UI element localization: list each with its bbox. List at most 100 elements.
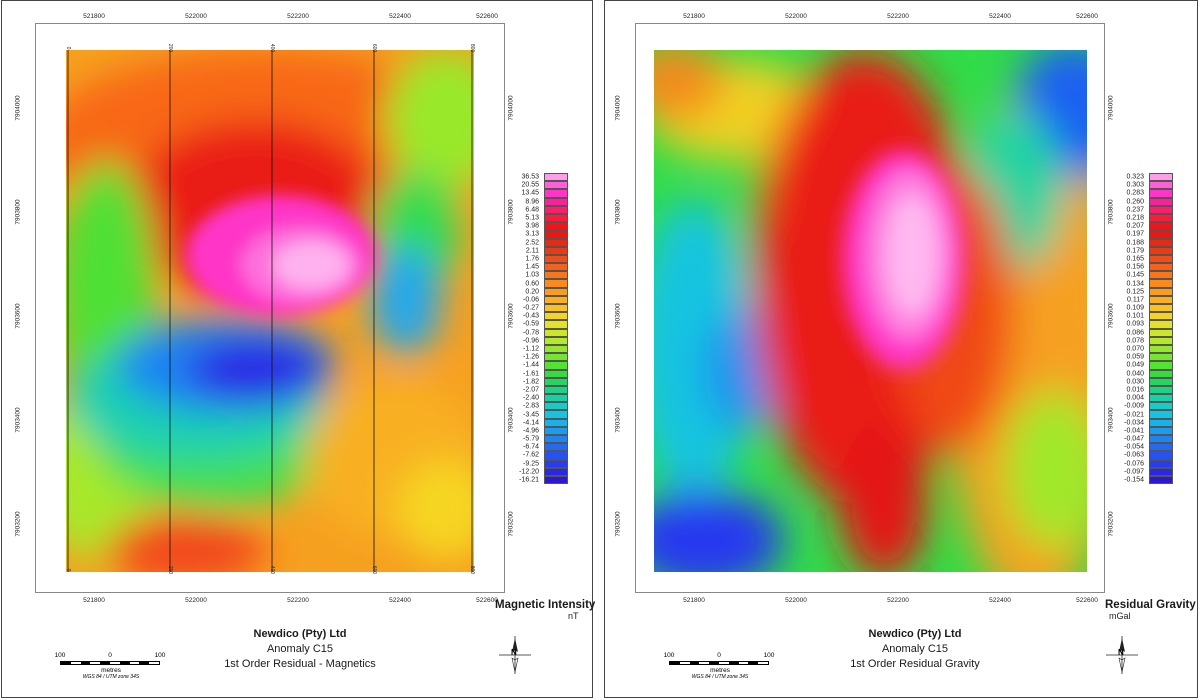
legend-swatch: -0.034 xyxy=(1124,418,1173,427)
y-tick-left: 7903400 xyxy=(14,407,22,433)
legend-title: Magnetic Intensity xyxy=(495,599,596,611)
product-name: 1st Order Residual Gravity xyxy=(850,658,980,670)
legend-swatch: 0.237 xyxy=(1126,205,1173,214)
legend-value: -0.041 xyxy=(1124,427,1144,435)
legend-swatch: -2.07 xyxy=(523,385,568,395)
legend-value: 0.109 xyxy=(1126,304,1144,312)
legend-swatch: -1.61 xyxy=(523,369,568,378)
legend-value: -0.43 xyxy=(523,312,539,320)
legend-value: -0.96 xyxy=(523,337,539,345)
scale-label: 0 xyxy=(717,652,721,659)
line-label: 600 xyxy=(371,43,377,53)
title-block: Newdico (Pty) Ltd Anomaly C15 1st Order … xyxy=(795,628,1035,673)
legend-swatch: 0.109 xyxy=(1126,304,1173,313)
legend-swatch: 1.45 xyxy=(525,263,568,272)
legend-swatch: 0.260 xyxy=(1126,197,1173,206)
scale-label: 100 xyxy=(54,652,66,659)
y-tick-right: 7903400 xyxy=(1107,407,1115,433)
legend-swatch: -4.96 xyxy=(523,426,568,435)
y-tick-left: 7903600 xyxy=(14,303,22,329)
legend-swatch: -0.154 xyxy=(1124,475,1173,485)
gravity-grid-svg xyxy=(654,50,1087,572)
legend-swatch: -0.43 xyxy=(523,312,568,321)
x-tick-bottom: 521800 xyxy=(683,597,705,604)
legend-value: -3.45 xyxy=(523,411,539,419)
legend-swatch: -1.12 xyxy=(523,344,568,354)
legend-swatch: 0.283 xyxy=(1126,189,1173,198)
y-tick-right: 7903600 xyxy=(507,303,515,329)
legend-swatch: 0.145 xyxy=(1126,271,1173,280)
legend-value: 3.98 xyxy=(525,222,539,230)
x-tick-top: 522000 xyxy=(185,13,207,20)
legend-swatch: 0.207 xyxy=(1126,222,1173,231)
y-tick-right: 7903200 xyxy=(1107,511,1115,537)
legend-swatch: 0.20 xyxy=(525,287,568,296)
legend-swatch: 36.53 xyxy=(521,173,568,182)
legend-value: 0.20 xyxy=(525,288,539,296)
line-label: 0 xyxy=(65,568,71,572)
x-tick-bottom: 522600 xyxy=(1076,597,1098,604)
legend-swatch: -0.063 xyxy=(1124,451,1173,460)
legend-swatch: 0.070 xyxy=(1126,344,1173,354)
line-label: 600 xyxy=(371,565,377,575)
x-tick-bottom: 522000 xyxy=(185,597,207,604)
line-label: 800 xyxy=(469,565,475,575)
legend-value: -5.79 xyxy=(523,435,539,443)
x-tick-bottom: 522400 xyxy=(389,597,411,604)
legend-swatch: 3.13 xyxy=(525,230,568,239)
legend-swatch: -3.45 xyxy=(523,410,568,419)
legend-swatch: 0.040 xyxy=(1126,369,1173,378)
y-tick-right: 7903400 xyxy=(507,407,515,433)
legend-swatch: -0.041 xyxy=(1124,426,1173,435)
legend-swatch: 0.125 xyxy=(1126,287,1173,296)
x-tick-top: 522200 xyxy=(887,13,909,20)
legend-swatch: 2.11 xyxy=(526,246,568,255)
projection-label: WGS 84 / UTM zone 34S xyxy=(82,674,140,680)
legend-swatch: -0.021 xyxy=(1124,410,1173,419)
legend-value: -9.25 xyxy=(523,460,539,468)
legend-swatch: -1.82 xyxy=(523,377,568,386)
legend-value: 2.52 xyxy=(525,239,539,247)
legend-value: -1.26 xyxy=(523,353,539,361)
legend-swatch: 0.016 xyxy=(1126,385,1173,395)
y-tick-right: 7904000 xyxy=(1107,95,1115,121)
legend-value: 0.040 xyxy=(1126,370,1144,378)
legend-swatch: 0.049 xyxy=(1126,361,1173,370)
legend-value: 0.059 xyxy=(1126,353,1144,361)
legend-value: -1.82 xyxy=(523,378,539,386)
legend-value: 8.96 xyxy=(525,198,539,206)
x-tick-bottom: 521800 xyxy=(83,597,105,604)
y-tick-left: 7904000 xyxy=(614,95,622,121)
x-tick-top: 522000 xyxy=(785,13,807,20)
legend-title: Residual Gravity xyxy=(1105,599,1196,611)
legend-swatch: 0.086 xyxy=(1126,328,1173,337)
north-arrow-icon: N xyxy=(495,634,535,676)
x-tick-top: 522600 xyxy=(1076,13,1098,20)
legend-swatch: 0.156 xyxy=(1126,263,1173,272)
scale-label: 100 xyxy=(154,652,166,659)
legend-value: 0.134 xyxy=(1126,280,1144,288)
legend-value: -0.78 xyxy=(523,329,539,337)
legend-value: -2.83 xyxy=(523,402,539,410)
x-tick-top: 522400 xyxy=(389,13,411,20)
legend-value: 0.125 xyxy=(1126,288,1144,296)
x-tick-top: 522200 xyxy=(287,13,309,20)
magnetic-grid-svg xyxy=(66,50,474,572)
x-tick-top: 522600 xyxy=(476,13,498,20)
line-label: 800 xyxy=(469,43,475,53)
line-label: 400 xyxy=(269,43,275,53)
legend-value: -16.21 xyxy=(519,476,539,484)
legend-value: -0.097 xyxy=(1124,468,1144,476)
legend-value: -0.009 xyxy=(1124,402,1144,410)
legend-value: -12.20 xyxy=(519,468,539,476)
title-block: Newdico (Pty) Ltd Anomaly C15 1st Order … xyxy=(180,628,420,673)
y-tick-left: 7903400 xyxy=(614,407,622,433)
legend-swatch: 0.134 xyxy=(1126,279,1173,288)
x-tick-bottom: 522400 xyxy=(989,597,1011,604)
legend-swatch: -9.25 xyxy=(523,459,568,468)
magnetic-color-legend: 36.53 20.55 13.45 8.96 6.48 5.13 3.98 3.13 2.52 2… xyxy=(519,173,571,485)
legend-swatch: 20.55 xyxy=(521,181,568,190)
legend-value: 0.60 xyxy=(525,280,539,288)
legend-value: 20.55 xyxy=(521,181,539,189)
legend-value: -0.27 xyxy=(523,304,539,312)
